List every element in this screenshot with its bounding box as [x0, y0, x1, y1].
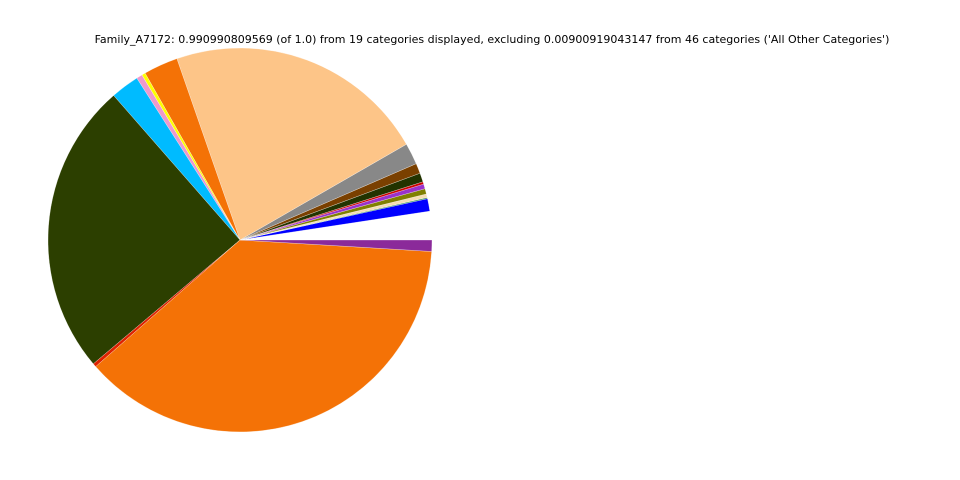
pie-slice-16 [47, 95, 241, 365]
pie-slice-18 [95, 239, 432, 433]
pie-slice-19 [239, 239, 433, 252]
pie-slice-11 [176, 47, 407, 241]
pie-slices [47, 47, 433, 433]
chart-title: Family_A7172: 0.990990809569 (of 1.0) fr… [95, 33, 890, 46]
